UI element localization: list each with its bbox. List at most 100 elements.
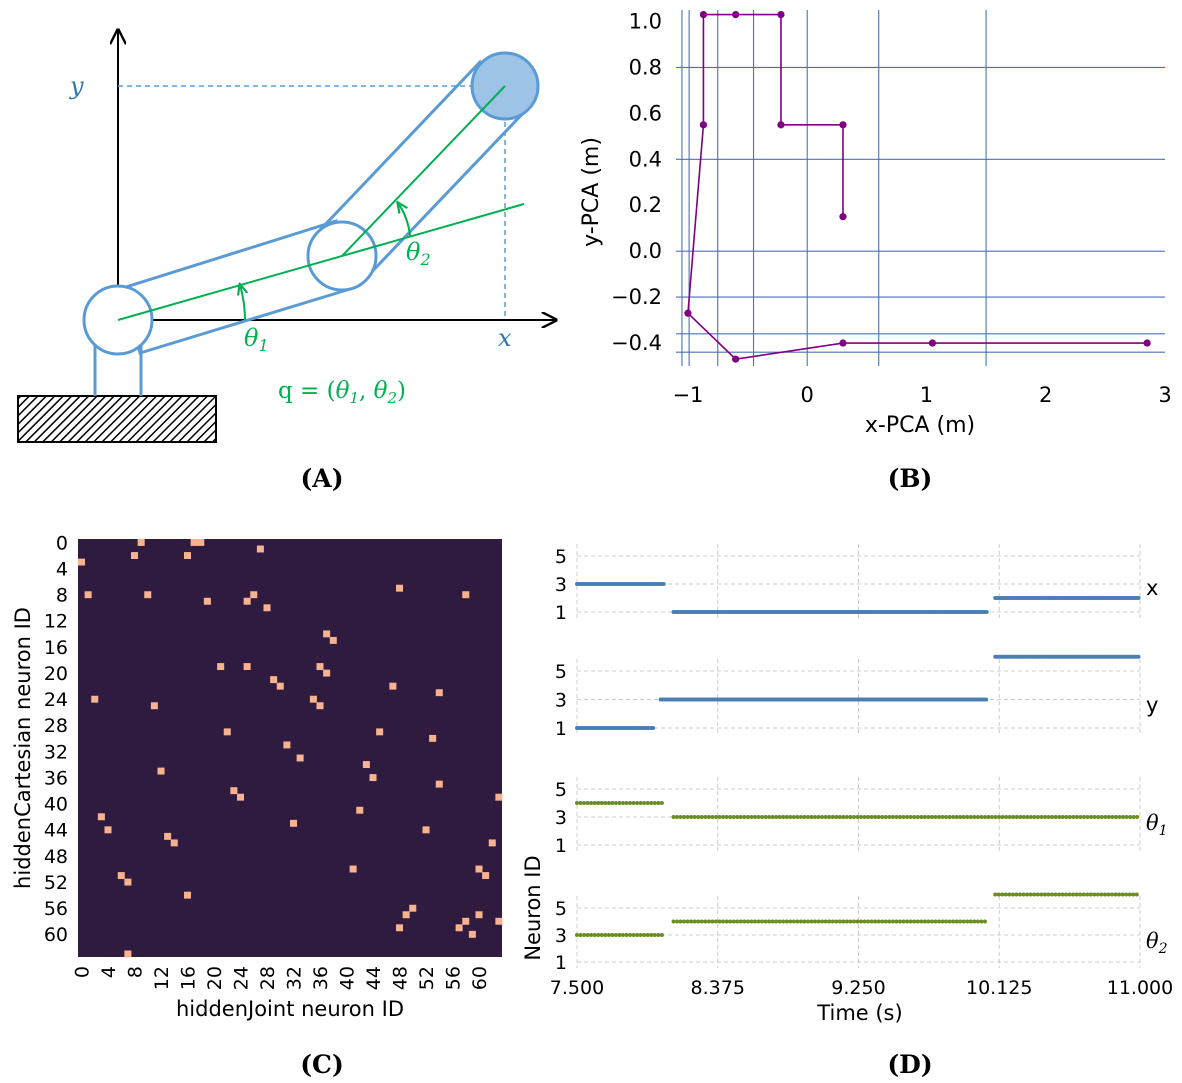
spike <box>728 919 733 924</box>
raster-y-axis-label: Neuron ID <box>521 855 545 960</box>
raster-x-tick-label: 8.375 <box>691 977 745 999</box>
pca-point <box>777 121 785 129</box>
spike <box>975 815 980 819</box>
spike <box>984 697 989 702</box>
heatmap-cell <box>243 663 251 671</box>
raster-y-tick-label: 1 <box>555 718 567 740</box>
heatmap-cell <box>237 793 245 801</box>
spike <box>851 815 856 819</box>
spike <box>901 919 906 924</box>
spike <box>685 919 690 924</box>
spike <box>855 815 860 819</box>
spike <box>912 815 917 819</box>
spike <box>901 815 906 819</box>
heatmap-x-tick-label: 40 <box>336 966 358 990</box>
spike <box>710 919 715 924</box>
heatmap-x-tick-label: 60 <box>469 966 491 990</box>
spike <box>1043 815 1048 819</box>
heatmap-x-tick-label: 48 <box>389 966 411 990</box>
spike <box>898 815 903 819</box>
spike <box>649 933 654 937</box>
raster-series-name: θ1 <box>1146 811 1168 839</box>
spike <box>968 815 973 819</box>
spike <box>876 919 881 924</box>
raster-y-tick-label: 5 <box>555 546 567 568</box>
heatmap-cell <box>369 774 377 782</box>
robot-arm-diagram: y x θ1 θ2 q = (θ1, θ2) <box>17 30 556 443</box>
pca-y-tick-label: 1.0 <box>629 9 662 33</box>
spike <box>922 919 927 924</box>
heatmap-y-tick-label: 32 <box>44 741 68 763</box>
spike <box>1028 815 1033 819</box>
heatmap-cell <box>104 826 112 834</box>
spike <box>728 815 733 819</box>
spike <box>763 815 768 819</box>
spike <box>922 815 927 819</box>
spike <box>1036 815 1041 819</box>
spike <box>848 919 853 924</box>
heatmap-cell <box>270 676 278 684</box>
raster-y-tick-label: 3 <box>555 690 567 712</box>
spike <box>915 815 920 819</box>
heatmap-cell <box>323 669 331 677</box>
spike <box>979 919 984 924</box>
heatmap-cell <box>84 591 92 599</box>
spike <box>1014 815 1019 819</box>
pca-y-tick-label: 0.8 <box>629 55 662 79</box>
spike <box>905 815 910 819</box>
spike <box>982 919 987 924</box>
spike <box>947 919 952 924</box>
spike <box>1099 892 1104 897</box>
spike <box>997 815 1002 819</box>
raster-y-tick-label: 1 <box>555 835 567 857</box>
spike <box>820 919 825 924</box>
spike <box>958 919 963 924</box>
spike <box>699 919 704 924</box>
heatmap-x-tick-label: 8 <box>124 966 146 978</box>
heatmap-cell <box>197 539 205 546</box>
raster-y-tick-label: 5 <box>555 661 567 683</box>
spike <box>975 919 980 924</box>
spike <box>1010 892 1015 897</box>
heatmap-y-tick-label: 56 <box>44 898 68 920</box>
spike <box>798 815 803 819</box>
spike <box>781 815 786 819</box>
heatmap-cell <box>462 591 470 599</box>
spike <box>659 933 664 937</box>
spike <box>890 919 895 924</box>
spike <box>713 815 718 819</box>
heatmap-y-tick-label: 0 <box>56 532 68 554</box>
spike <box>606 933 611 937</box>
raster-spikes <box>575 582 1141 937</box>
spike <box>933 919 938 924</box>
heatmap-cell <box>396 924 404 932</box>
spike <box>876 815 881 819</box>
raster-series-names: x y θ1 θ2 <box>1146 576 1168 957</box>
spike <box>1004 815 1009 819</box>
pca-y-axis-label: y-PCA (m) <box>579 137 604 247</box>
spike <box>706 919 711 924</box>
heatmap-x-tick-label: 4 <box>98 966 120 978</box>
spike <box>1053 815 1058 819</box>
spike <box>638 933 643 937</box>
spike <box>617 933 622 937</box>
spike <box>1074 892 1079 897</box>
spike <box>717 815 722 819</box>
spike <box>752 919 757 924</box>
spike <box>1106 815 1111 819</box>
spike <box>919 815 924 819</box>
spike <box>696 815 701 819</box>
spike <box>745 919 750 924</box>
heatmap-x-tick-label: 24 <box>230 966 252 990</box>
spike <box>1124 815 1129 819</box>
heatmap-cell <box>290 819 298 827</box>
spike <box>703 919 708 924</box>
spike <box>961 815 966 819</box>
spike <box>628 933 633 937</box>
heatmap-cell <box>329 636 337 644</box>
spike <box>851 919 856 924</box>
spike <box>603 933 608 937</box>
spike <box>1103 815 1108 819</box>
spike <box>912 919 917 924</box>
spike <box>777 815 782 819</box>
